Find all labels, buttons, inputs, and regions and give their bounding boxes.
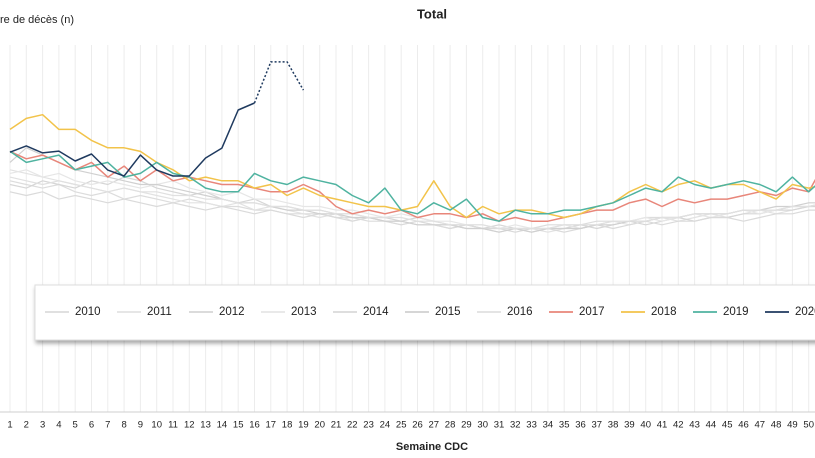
x-tick-label: 40: [640, 420, 651, 431]
x-tick-label: 3: [40, 420, 45, 431]
x-tick-label: 35: [559, 420, 570, 431]
x-tick-label: 31: [494, 420, 505, 431]
x-tick-label: 26: [412, 420, 423, 431]
x-tick-label: 38: [608, 420, 619, 431]
x-tick-label: 10: [151, 420, 162, 431]
legend-label: 2011: [147, 306, 172, 318]
x-tick-label: 2: [24, 420, 29, 431]
legend: 2010 2011 2012 2013 2014 2015 2016 2017 2018 2019…: [34, 284, 815, 341]
x-tick-label: 25: [396, 420, 407, 431]
x-tick-label: 19: [298, 420, 309, 431]
series-line: [9, 176, 815, 230]
x-tick-label: 18: [282, 420, 293, 431]
grid: 1 2 3 4 5 6 7 8 9 10 11 12 13 14 15 16 17 18 19 20 21 22 23 24 2…: [0, 45, 815, 431]
series-line: [9, 113, 815, 219]
x-tick-label: 39: [624, 420, 635, 431]
x-tick-label: 41: [657, 420, 668, 431]
x-tick-label: 50: [803, 420, 814, 431]
x-tick-label: 7: [105, 420, 110, 431]
legend-label: 2017: [579, 306, 605, 318]
x-tick-label: 29: [461, 420, 472, 431]
x-tick-label: 11: [168, 420, 178, 431]
legend-label: 2012: [219, 306, 245, 318]
x-tick-label: 21: [331, 420, 342, 431]
legend-label: 2020: [795, 306, 815, 318]
legend-label: 2016: [507, 306, 533, 318]
x-tick-label: 6: [89, 420, 94, 431]
x-tick-label: 5: [73, 420, 78, 431]
x-tick-label: 15: [233, 420, 244, 431]
x-tick-label: 30: [477, 420, 488, 431]
legend-label: 2015: [435, 306, 461, 318]
x-tick-label: 33: [526, 420, 537, 431]
series-line: [9, 191, 815, 233]
x-tick-label: 8: [121, 420, 126, 431]
series-line: [9, 150, 815, 222]
series-line: [9, 150, 815, 222]
x-tick-label: 22: [347, 420, 358, 431]
x-tick-label: 32: [510, 420, 521, 431]
x-tick-label: 45: [722, 420, 733, 431]
x-tick-label: 27: [429, 420, 440, 431]
x-tick-label: 13: [200, 420, 211, 431]
x-tick-label: 36: [575, 420, 586, 431]
legend-label: 2018: [651, 306, 677, 318]
chart-title: Total: [417, 6, 447, 21]
series-line: [9, 102, 255, 177]
x-tick-label: 37: [592, 420, 603, 431]
x-tick-label: 24: [380, 420, 391, 431]
y-axis-title: re de décès (n): [0, 14, 74, 26]
x-tick-label: 34: [543, 420, 554, 431]
series-line: [9, 169, 815, 230]
x-tick-label: 4: [56, 420, 61, 431]
legend-label: 2010: [75, 306, 101, 318]
x-tick-label: 42: [673, 420, 684, 431]
lines: [9, 61, 815, 233]
legend-label: 2014: [363, 306, 389, 318]
x-axis-title: Semaine CDC: [396, 441, 468, 453]
x-tick-label: 9: [138, 420, 143, 431]
x-tick-label: 28: [445, 420, 456, 431]
x-tick-label: 23: [363, 420, 374, 431]
legend-label: 2019: [723, 306, 749, 318]
series-line: [253, 61, 305, 104]
x-tick-label: 16: [249, 420, 260, 431]
x-tick-label: 43: [689, 420, 700, 431]
x-tick-label: 46: [738, 420, 749, 431]
x-tick-label: 14: [217, 420, 228, 431]
x-tick-label: 49: [787, 420, 798, 431]
x-tick-label: 47: [755, 420, 766, 431]
x-tick-label: 44: [706, 420, 717, 431]
x-tick-label: 12: [184, 420, 195, 431]
legend-label: 2013: [291, 306, 317, 318]
x-tick-label: 48: [771, 420, 782, 431]
x-tick-label: 1: [7, 420, 12, 431]
x-tick-label: 20: [314, 420, 325, 431]
x-tick-label: 17: [266, 420, 277, 431]
